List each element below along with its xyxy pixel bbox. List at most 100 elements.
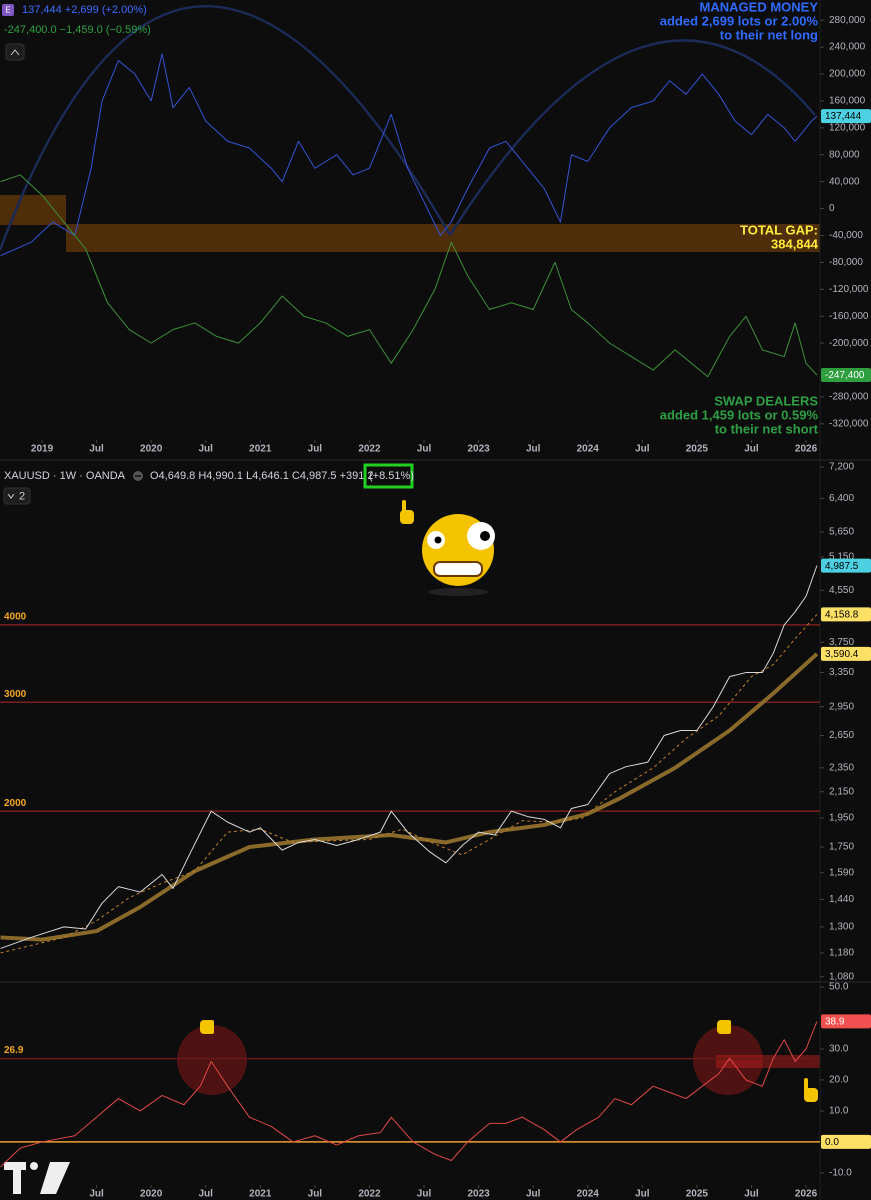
price-label-box [821,646,871,661]
legend-value: 137,444 +2,699 (+2.00%) [22,4,147,16]
level-label: 2000 [4,798,27,809]
price-label: 137,444 [825,111,862,122]
annotation: added 2,699 lots or 2.00% [660,13,819,28]
pointer [717,1020,731,1034]
emoji-shadow [428,588,488,596]
logo-part [13,1162,21,1194]
series-line [0,652,819,942]
icon-label: E [5,6,10,15]
x-tick-label: Jul [89,444,104,455]
y-tick-label: -120,000 [829,284,869,295]
x-tick-label: Jul [308,1189,323,1200]
annotation: SWAP DEALERS [714,393,818,408]
logo-part [30,1162,38,1170]
series-line [0,1021,818,1168]
y-tick-label: 200,000 [829,69,866,80]
y-tick-label: 1,590 [829,867,854,878]
pointers [200,500,818,1102]
x-tick-label: Jul [308,444,323,455]
y-tick-label: 2,350 [829,762,854,773]
x-tick-label: Jul [635,444,650,455]
y-tick-label: 2,150 [829,786,854,797]
x-tick-label: 2020 [140,444,163,455]
pointer [804,1088,818,1102]
x-tick-label: 2024 [577,444,600,455]
y-tick-label: 30.0 [829,1044,849,1055]
annotation: 384,844 [771,236,819,251]
price-label: 3,590.4 [825,649,859,660]
band [0,195,66,225]
price-label: 0.0 [825,1137,839,1148]
annotation: TOTAL GAP: [740,222,818,237]
y-tick-label: 4,550 [829,585,854,596]
pane-count: 2 [19,490,25,502]
emoji [422,514,495,596]
x-tick-label: 2023 [467,1189,490,1200]
annotation: to their net short [715,421,819,436]
y-tick-label: -10.0 [829,1168,852,1179]
x-tick-label: Jul [744,444,759,455]
series-line [0,174,818,378]
y-tick-label: -280,000 [829,392,869,403]
gap-band [66,224,820,252]
y-tick-label: 2,650 [829,730,854,741]
indicator-icon [2,4,14,16]
y-tick-label: 1,950 [829,813,854,824]
price-label-box [821,109,871,124]
y-tick-label: 5,650 [829,527,854,538]
x-tick-label: 2025 [686,444,709,455]
arc [0,5,452,251]
x-tick-label: Jul [635,1189,650,1200]
y-tick-label: 3,750 [829,637,854,648]
price-label-box [821,1014,871,1029]
y-tick-label: 1,440 [829,894,854,905]
logo-part [40,1162,70,1194]
x-tick-label: Jul [744,1189,759,1200]
legend-value: -247,400.0 −1,459.0 (−0.59%) [4,24,151,36]
y-tick-label: 10.0 [829,1106,849,1117]
level-label: 4000 [4,612,27,623]
annotation: added 1,459 lots or 0.59% [660,407,819,422]
emoji-pupil [480,531,490,541]
y-tick-label: 1,080 [829,971,854,982]
x-tick-label: 2026 [795,1189,818,1200]
y-tick-label: 1,300 [829,922,854,933]
pane-button[interactable] [3,487,31,505]
y-tick-label: 1,750 [829,842,854,853]
x-tick-label: Jul [199,1189,214,1200]
pane: 280,000 240,000 200,000 160,000 120,000 80,00… [0,0,871,455]
x-tick-label: Jul [526,1189,541,1200]
x-tick-label: Jul [417,444,432,455]
x-tick-label: 2025 [686,1189,709,1200]
ohlc: O4,649.8 H4,990.1 L4,646.1 C4,987.5 +391… [150,470,374,482]
symbol-title: XAUUSD · 1W · OANDA [4,470,126,482]
chevron [7,493,15,499]
price-label-box [821,1134,871,1149]
emoji-pupil [434,536,442,544]
x-tick-label: 2021 [249,444,272,455]
y-tick-label: -80,000 [829,257,863,268]
y-tick-label: 2,950 [829,701,854,712]
y-tick-label: 3,350 [829,667,854,678]
y-tick-label: 0 [829,203,835,214]
x-tick-label: 2021 [249,1189,272,1200]
price-label: 38.9 [825,1017,845,1028]
collapse-button[interactable] [5,43,25,61]
y-tick-label: -200,000 [829,338,869,349]
y-tick-label: -160,000 [829,311,869,322]
y-tick-label: -40,000 [829,230,863,241]
y-tick-label: 160,000 [829,96,866,107]
pointer [200,1020,214,1034]
annotation: to their net long [720,27,818,42]
change: (+8.51%) [369,470,414,482]
y-tick-label: 6,400 [829,493,854,504]
emoji-teeth [433,561,483,577]
x-tick-label: 2022 [358,1189,381,1200]
x-tick-label: Jul [89,1189,104,1200]
x-tick-label: 2023 [467,444,490,455]
y-tick-label: 50.0 [829,982,849,993]
level-label: 26.9 [4,1045,24,1056]
y-tick-label: 120,000 [829,122,866,133]
series-line [0,565,818,949]
